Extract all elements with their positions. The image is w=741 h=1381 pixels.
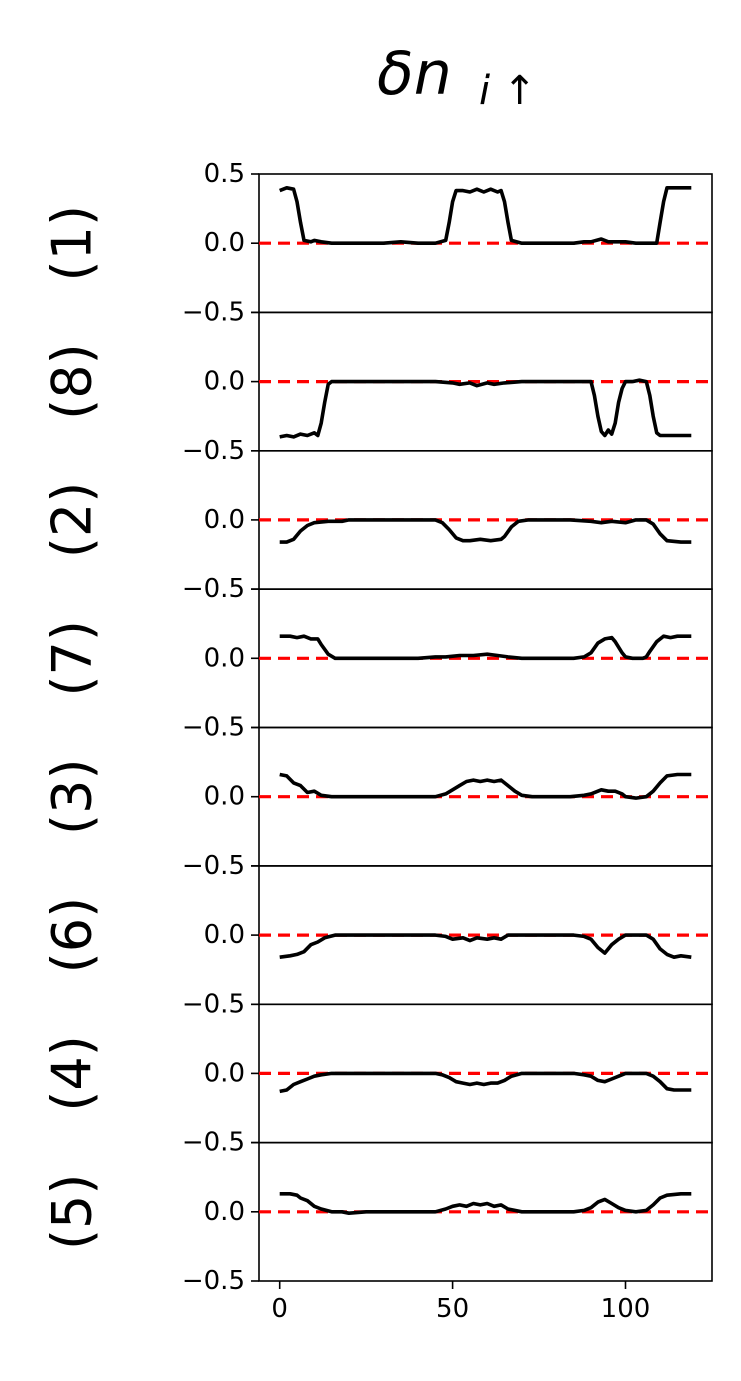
- panel-4: (7) −0.5 0.0: [41, 588, 713, 743]
- y-tick-label: 0.0: [204, 228, 245, 258]
- panel-6: (6) −0.5 0.0: [41, 865, 713, 1019]
- x-tick-label: 0: [271, 1294, 288, 1324]
- y-tick-label: −0.5: [182, 1128, 245, 1158]
- y-tick-label: −0.5: [182, 297, 245, 327]
- y-tick-label: −0.5: [182, 713, 245, 743]
- x-tick-label: 100: [601, 1294, 651, 1324]
- y-tick-label: −0.5: [182, 851, 245, 881]
- x-tick-label: 50: [436, 1294, 469, 1324]
- x-axis: 0 50 100: [271, 1281, 650, 1324]
- y-tick-label: 0.0: [204, 1197, 245, 1227]
- panel-label: (1): [41, 205, 104, 282]
- y-tick-label: −0.5: [182, 1266, 245, 1296]
- panel-label: (3): [41, 758, 104, 835]
- y-tick-label: 0.5: [204, 159, 245, 189]
- y-tick-label: 0.0: [204, 643, 245, 673]
- series-line: [279, 933, 692, 959]
- series-line: [279, 518, 692, 544]
- panel-8: (5) −0.5 0.0: [41, 1141, 713, 1296]
- y-tick-label: −0.5: [182, 436, 245, 466]
- series-line: [279, 1071, 692, 1094]
- y-tick-label: −0.5: [182, 574, 245, 604]
- panel-7: (4) −0.5 0.0: [41, 1003, 713, 1158]
- panels-group: (1) −0.5 0.0 0.5 (8) −0.5 0.0 (2) −0.5 0.0 (7) −0.5…: [41, 159, 713, 1296]
- panel-label: (5): [41, 1174, 104, 1251]
- y-tick-label: 0.0: [204, 1058, 245, 1088]
- panel-label: (6): [41, 897, 104, 974]
- title-subscript: i ↑: [479, 68, 536, 114]
- series-line: [279, 1192, 692, 1215]
- panel-label: (2): [41, 482, 104, 559]
- title-main: δn: [377, 39, 452, 109]
- panel-2: (8) −0.5 0.0: [41, 311, 713, 466]
- y-tick-label: 0.0: [204, 367, 245, 397]
- y-tick-label: −0.5: [182, 989, 245, 1019]
- series-line: [279, 772, 692, 800]
- y-tick-label: 0.0: [204, 782, 245, 812]
- panel-label: (7): [41, 620, 104, 697]
- panel-1: (1) −0.5 0.0 0.5: [41, 159, 713, 327]
- panel-label: (4): [41, 1035, 104, 1112]
- series-line: [279, 378, 692, 439]
- chart-title: δn i ↑: [377, 39, 536, 114]
- series-line: [279, 634, 692, 661]
- y-tick-label: 0.0: [204, 920, 245, 950]
- panel-3: (2) −0.5 0.0: [41, 449, 713, 604]
- panel-label: (8): [41, 343, 104, 420]
- y-tick-label: 0.0: [204, 505, 245, 535]
- series-line: [279, 186, 692, 245]
- panel-5: (3) −0.5 0.0: [41, 726, 713, 881]
